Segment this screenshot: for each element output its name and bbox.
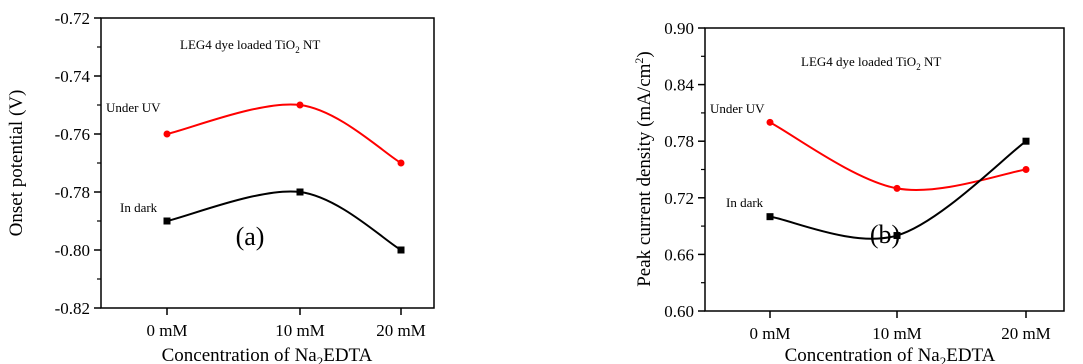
chart-a-point-0: [397, 159, 405, 167]
chart-b-point-0: [893, 184, 901, 192]
chart-a-point-1: [296, 188, 304, 196]
chart-a-ylabel: Onset potential (V): [6, 90, 27, 237]
chart-b-point-0: [1022, 166, 1030, 173]
chart-b-xticks: 0 mM 10 mM 20 mM: [749, 311, 1051, 343]
chart-a-point-1: [163, 217, 171, 225]
chart-b-panel-letter: (b): [870, 220, 900, 249]
chart-b-point-1: [893, 232, 901, 240]
chart-b-ytick-label: 0.66: [664, 245, 694, 264]
chart-a-annotation: LEG4 dye loaded TiO2 NT: [180, 37, 320, 55]
chart-b-ytick-label: 0.84: [664, 76, 694, 95]
chart-a-ytick-label: -0.78: [55, 183, 90, 202]
chart-b: 0.900.840.780.720.660.60 0 mM 10 mM 20 mM …: [632, 19, 1065, 364]
chart-a-xtick-label: 20 mM: [376, 321, 426, 340]
chart-b-point-1: [1022, 137, 1030, 145]
chart-b-series-label-dark: In dark: [726, 195, 764, 210]
chart-a-series-line-0: [166, 103, 402, 164]
chart-b-xtick-label: 10 mM: [872, 324, 922, 343]
chart-a-ytick-label: -0.80: [55, 241, 90, 260]
chart-b-ytick-label: 0.78: [664, 132, 694, 151]
chart-a-series-line-1: [166, 190, 402, 251]
chart-b-series-line-0: [769, 121, 1027, 191]
chart-b-xtick-label: 20 mM: [1001, 324, 1051, 343]
chart-a-xtick-label: 0 mM: [146, 321, 187, 340]
chart-a-point-0: [296, 101, 304, 109]
chart-b-xlabel: Concentration of Na2EDTA: [785, 345, 996, 364]
chart-b-xtick-label: 0 mM: [749, 324, 790, 343]
chart-b-ytick-label: 0.90: [664, 19, 694, 38]
chart-a-xlabel: Concentration of Na2EDTA: [162, 345, 373, 364]
chart-a-xtick-label: 10 mM: [275, 321, 325, 340]
chart-a-ytick-label: -0.72: [55, 9, 90, 28]
chart-a: -0.72 -0.74 -0.76 -0.78 -0.80 -0.82 0 mM 10 mM…: [6, 9, 435, 364]
chart-a-yticks: -0.72 -0.74 -0.76 -0.78 -0.80 -0.82: [55, 9, 101, 318]
chart-b-lines: [766, 118, 1030, 240]
chart-a-ytick-label: -0.82: [55, 299, 90, 318]
chart-a-series-label-uv: Under UV: [106, 100, 161, 115]
chart-b-series-label-uv: Under UV: [710, 101, 765, 116]
chart-a-point-1: [397, 246, 405, 254]
chart-a-point-0: [163, 130, 171, 138]
chart-b-annotation: LEG4 dye loaded TiO2 NT: [801, 54, 941, 72]
chart-b-ytick-label: 0.60: [664, 302, 694, 321]
chart-a-panel-letter: (a): [236, 222, 265, 251]
chart-a-ytick-label: -0.76: [55, 125, 90, 144]
chart-b-point-0: [766, 118, 774, 126]
chart-a-xticks: 0 mM 10 mM 20 mM: [146, 308, 426, 340]
chart-b-yticks: 0.90 0.84 0.78 0.72 0.66 0.60: [664, 19, 705, 321]
chart-a-frame: [100, 17, 435, 309]
chart-a-lines: [163, 101, 405, 254]
chart-b-ytick-label: 0.72: [664, 189, 694, 208]
chart-b-ylabel: Peak current density (mA/cm2): [632, 51, 655, 287]
chart-b-frame: [704, 27, 1065, 312]
chart-b-point-1: [766, 213, 774, 221]
chart-a-ytick-label: -0.74: [55, 67, 91, 86]
chart-a-series-label-dark: In dark: [120, 200, 158, 215]
